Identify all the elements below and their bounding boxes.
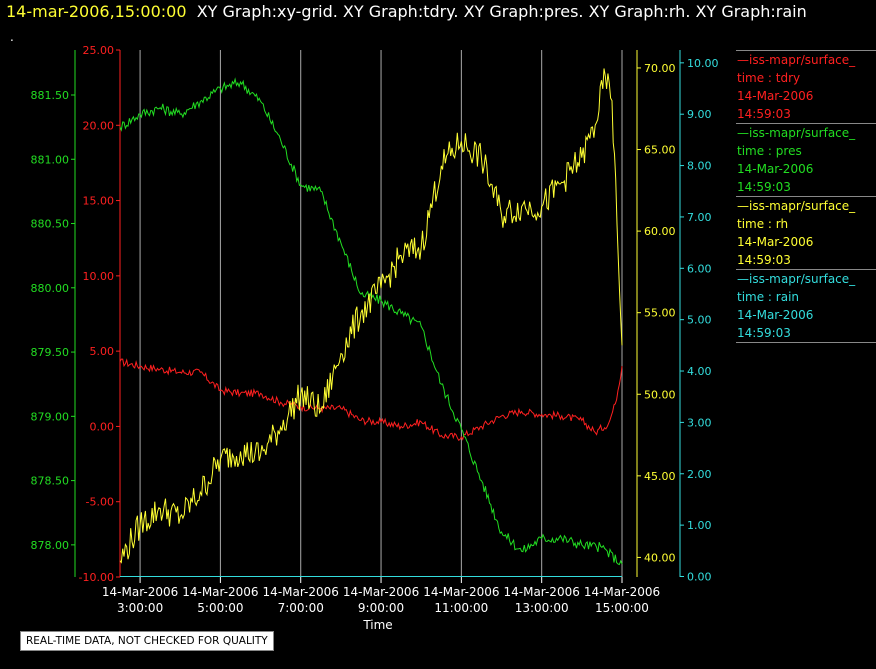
tdry-tick-label: -10.00 (79, 571, 114, 584)
rain-tick-label: 2.00 (687, 468, 712, 481)
axes: 878.00 878.50 879.00 879.50 880.00 880.50 881.… (31, 44, 719, 584)
legend: iss-mapr/surface_time : tdry14-Mar-20061… (736, 50, 876, 343)
pres-tick-label: 878.00 (31, 539, 70, 552)
series-line-tdry (119, 358, 623, 442)
tdry-tick-label: 20.00 (83, 119, 115, 132)
x-tick-label: 7:00:00 (278, 601, 324, 615)
legend-time: 14:59:03 (737, 180, 791, 194)
pres-tick-label: 881.00 (31, 153, 70, 166)
legend-entry: iss-mapr/surface_time : rain 14-Mar-2006 1… (736, 269, 876, 342)
legend-series: iss-mapr/surface_ (736, 197, 876, 215)
legend-time: 14:59:03 (737, 253, 791, 267)
legend-date: 14-Mar-2006 (737, 89, 814, 103)
legend-date: 14-Mar-2006 (737, 308, 814, 322)
rain-tick-label: 10.00 (687, 57, 719, 70)
legend-var: time : tdry (737, 71, 801, 85)
legend-series: iss-mapr/surface_ (736, 51, 876, 69)
tdry-tick-label: -5.00 (86, 496, 114, 509)
rain-tick-label: 4.00 (687, 365, 712, 378)
legend-entry: iss-mapr/surface_time : rh 14-Mar-2006 14:… (736, 196, 876, 269)
pres-tick-label: 879.00 (31, 410, 70, 423)
x-tick-date: 14-Mar-2006 (584, 585, 660, 599)
x-axis-label: Time (362, 618, 392, 632)
x-tick-date: 14-Mar-2006 (343, 585, 419, 599)
tdry-tick-label: 25.00 (83, 44, 115, 57)
rh-tick-label: 70.00 (644, 62, 676, 75)
legend-var: time : rh (737, 217, 789, 231)
dot-mark: . (10, 30, 14, 44)
x-tick-date: 14-Mar-2006 (504, 585, 580, 599)
x-tick-label: 13:00:00 (515, 601, 569, 615)
tdry-tick-label: 5.00 (90, 345, 115, 358)
legend-entry: iss-mapr/surface_time : pres 14-Mar-2006 1… (736, 123, 876, 196)
graph-list: XY Graph:xy-grid. XY Graph:tdry. XY Grap… (196, 2, 807, 21)
pres-tick-label: 881.50 (31, 89, 70, 102)
grid-lines (139, 50, 623, 577)
x-tick-date: 14-Mar-2006 (423, 585, 499, 599)
rain-tick-label: 7.00 (687, 211, 712, 224)
rain-tick-label: 5.00 (687, 314, 712, 327)
rain-tick-label: 9.00 (687, 108, 712, 121)
pres-tick-label: 879.50 (31, 346, 70, 359)
x-tick-label: 9:00:00 (358, 601, 404, 615)
rain-tick-label: 3.00 (687, 416, 712, 429)
timestamp: 14-mar-2006,15:00:00 (6, 2, 187, 21)
rh-tick-label: 40.00 (644, 551, 676, 564)
legend-date: 14-Mar-2006 (737, 235, 814, 249)
rain-tick-label: 8.00 (687, 160, 712, 173)
legend-time: 14:59:03 (737, 326, 791, 340)
legend-series: iss-mapr/surface_ (736, 124, 876, 142)
x-tick-label: 11:00:00 (434, 601, 488, 615)
rh-tick-label: 60.00 (644, 225, 676, 238)
legend-end-rule (736, 342, 876, 343)
pres-tick-label: 880.50 (31, 218, 70, 231)
x-tick-label: 3:00:00 (117, 601, 163, 615)
tdry-tick-label: 0.00 (90, 420, 115, 433)
x-tick-date: 14-Mar-2006 (263, 585, 339, 599)
legend-series: iss-mapr/surface_ (736, 270, 876, 288)
graph-title: 14-mar-2006,15:00:00 XY Graph:xy-grid. X… (6, 2, 807, 21)
pres-tick-label: 880.00 (31, 282, 70, 295)
legend-time: 14:59:03 (737, 107, 791, 121)
pres-tick-label: 878.50 (31, 475, 70, 488)
legend-var: time : pres (737, 144, 802, 158)
series-line-pres (119, 77, 623, 566)
rain-tick-label: 1.00 (687, 519, 712, 532)
tdry-tick-label: 10.00 (83, 270, 115, 283)
rh-tick-label: 50.00 (644, 388, 676, 401)
x-tick-label: 5:00:00 (197, 601, 243, 615)
tdry-tick-label: 15.00 (83, 195, 115, 208)
rh-tick-label: 55.00 (644, 307, 676, 320)
rh-tick-label: 65.00 (644, 144, 676, 157)
rain-tick-label: 6.00 (687, 262, 712, 275)
series-lines (119, 68, 623, 577)
rain-tick-label: 0.00 (687, 570, 712, 583)
x-axis-ticks: 14-Mar-2006 3:00:00 14-Mar-2006 5:00:00 14-M… (102, 577, 660, 615)
legend-date: 14-Mar-2006 (737, 162, 814, 176)
legend-entry: iss-mapr/surface_time : tdry 14-Mar-2006 1… (736, 50, 876, 123)
x-tick-label: 15:00:00 (595, 601, 649, 615)
series-line-rh (119, 68, 623, 564)
x-tick-date: 14-Mar-2006 (182, 585, 258, 599)
legend-var: time : rain (737, 290, 800, 304)
quality-notice: REAL-TIME DATA, NOT CHECKED FOR QUALITY (20, 631, 274, 651)
x-tick-date: 14-Mar-2006 (102, 585, 178, 599)
rh-tick-label: 45.00 (644, 470, 676, 483)
